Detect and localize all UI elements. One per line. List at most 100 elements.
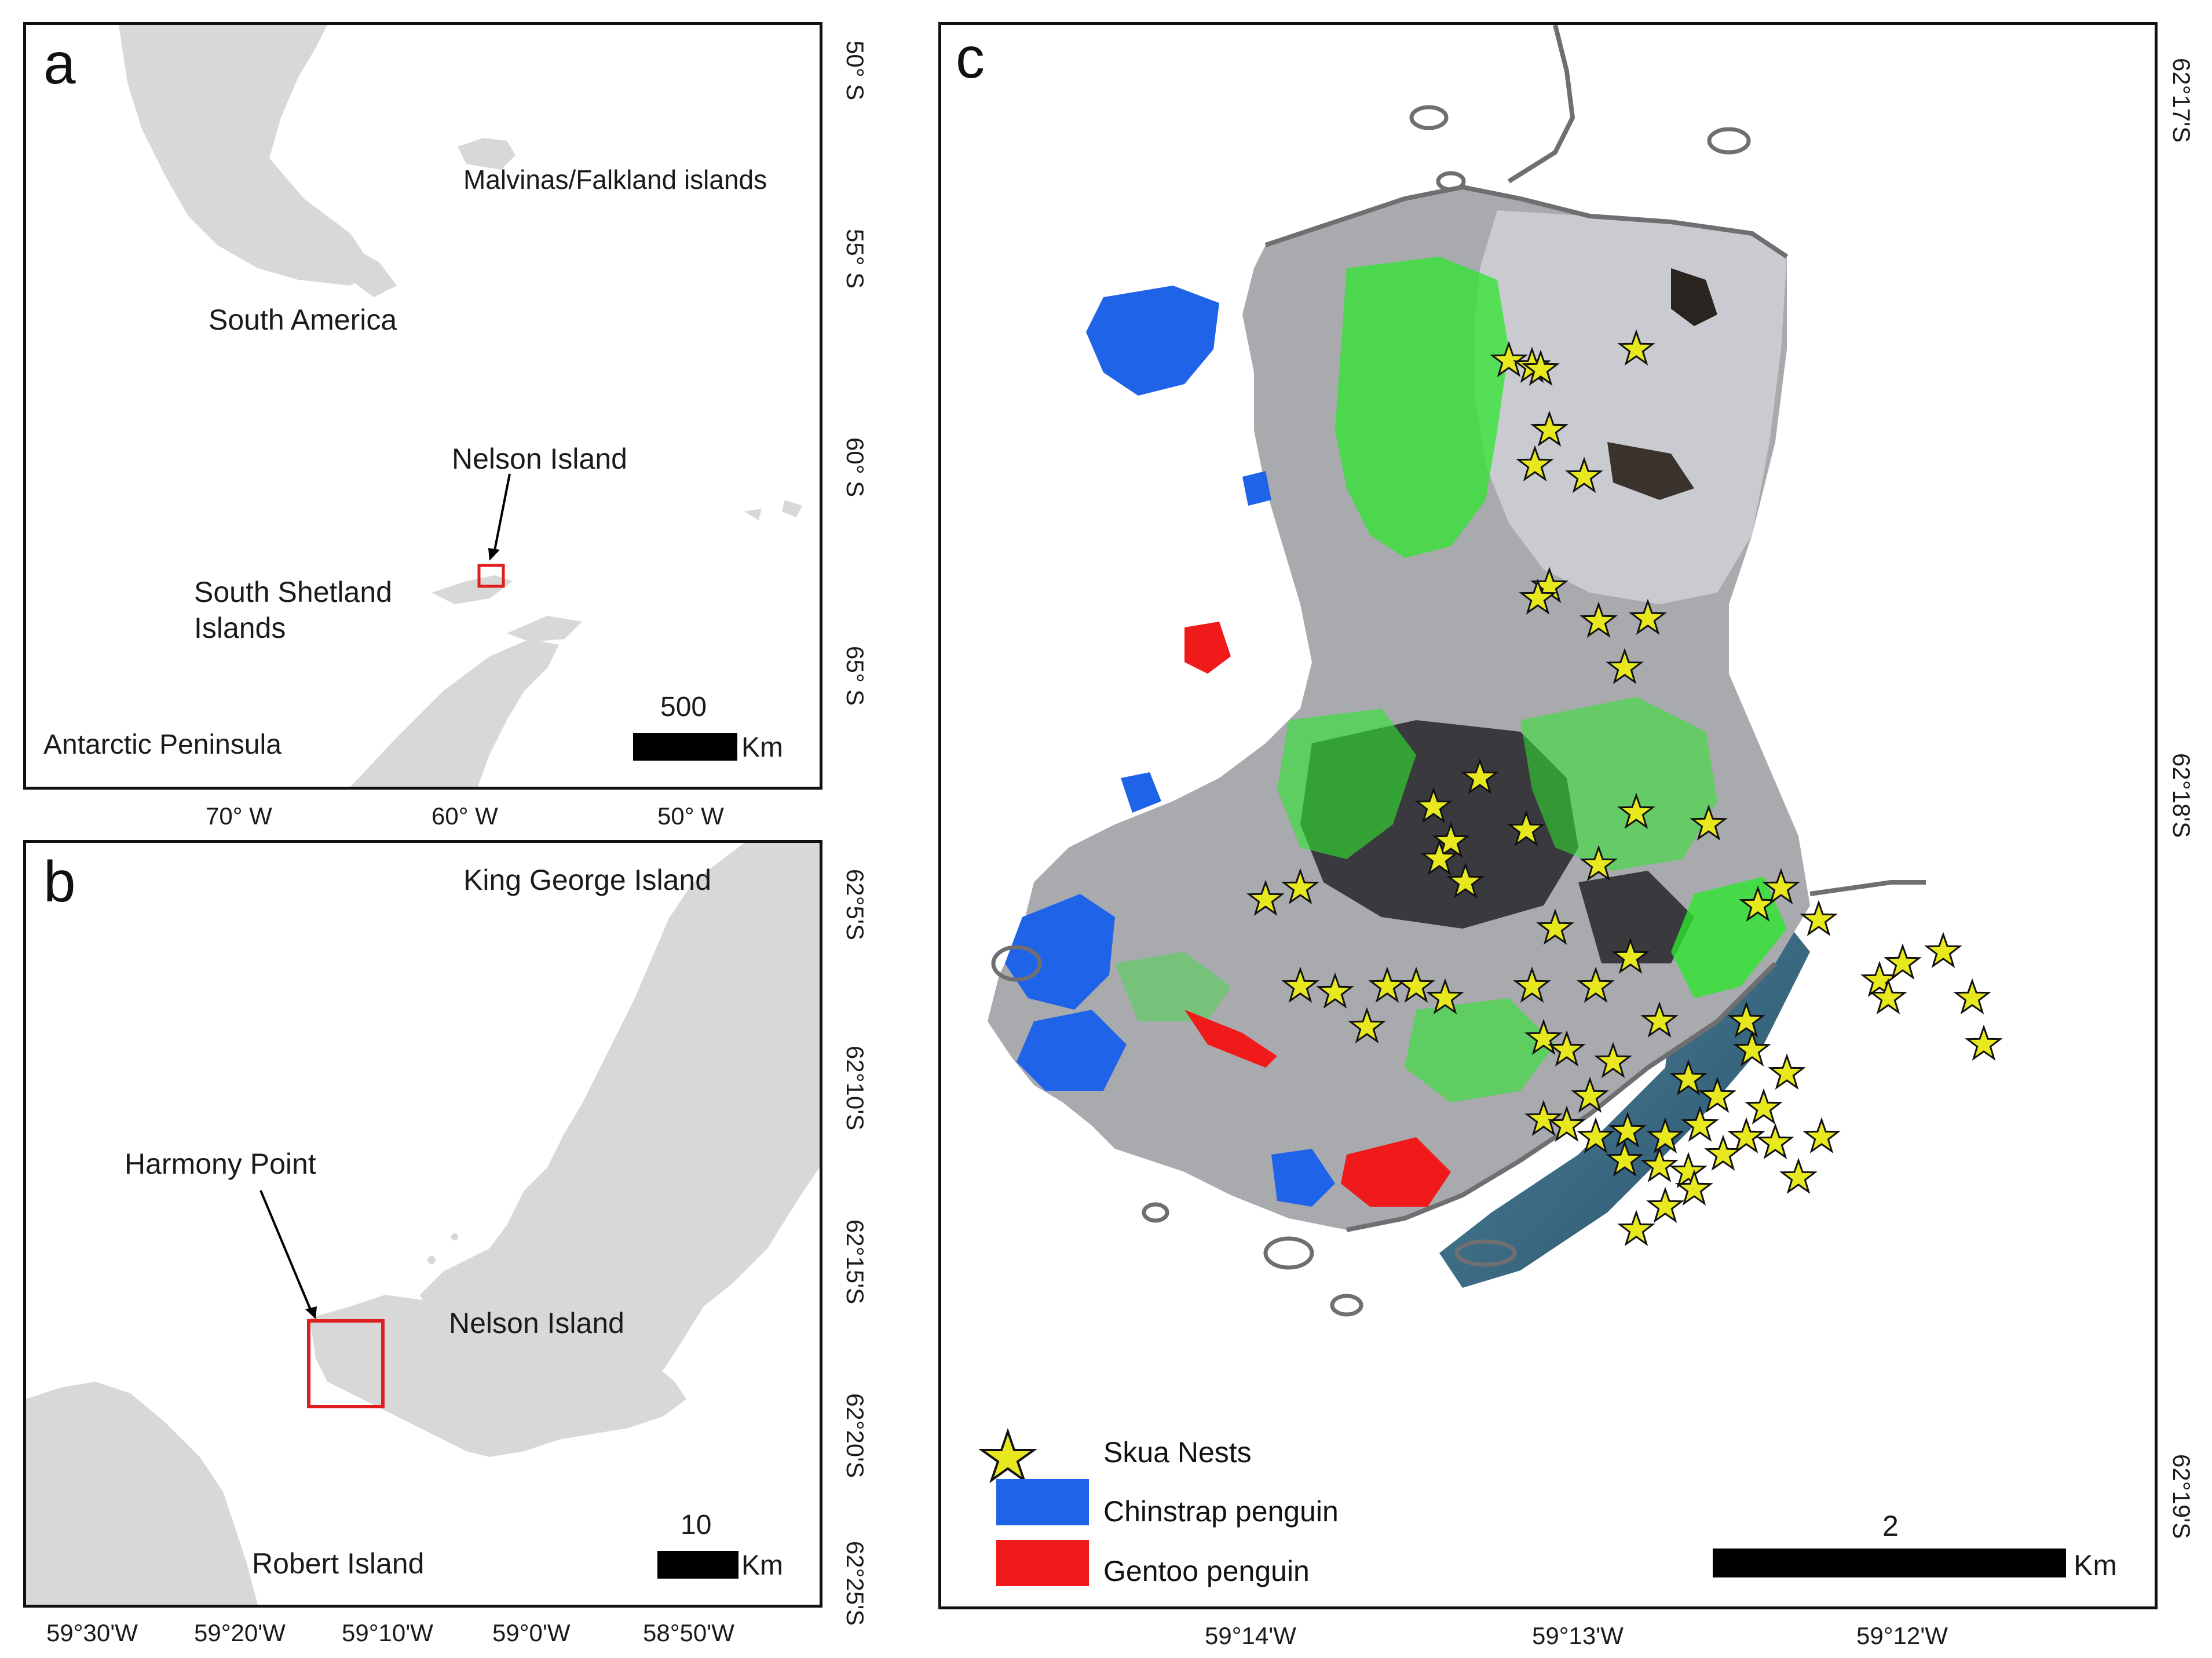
skua-nest-star — [1548, 1030, 1586, 1067]
skua-nest-star — [1246, 879, 1285, 916]
a-lat-tick-2: 55° S — [842, 229, 869, 289]
a-lon-tick-1: 70° W — [206, 802, 272, 830]
skua-nest-star — [1348, 1007, 1386, 1044]
skua-nest-star — [1727, 1001, 1765, 1038]
skua-nest-star — [1548, 1105, 1586, 1142]
scale-b-value: 10 — [681, 1510, 712, 1540]
b-lat-tick-2: 62°10'S — [842, 1046, 869, 1131]
skua-nest-star — [1530, 410, 1568, 447]
skua-nest-star — [1446, 862, 1485, 899]
legend-gentoo-label: Gentoo penguin — [1103, 1555, 1310, 1587]
scale-bar-c — [1713, 1549, 2066, 1577]
skua-nest-star — [1611, 937, 1650, 974]
skua-nest-star — [1675, 1169, 1713, 1206]
a-lat-tick-4: 65° S — [842, 646, 869, 706]
skua-nest-star — [1727, 1117, 1765, 1154]
skua-nest-layer — [1246, 329, 2003, 1247]
skua-nest-star — [1461, 758, 1499, 795]
panel-a-letter: a — [43, 31, 76, 96]
b-lon-tick-1: 59°30'W — [46, 1619, 138, 1646]
skua-nest-star — [1519, 578, 1557, 615]
a-lon-tick-2: 60° W — [432, 802, 498, 830]
skua-nest-star — [1884, 943, 1922, 980]
b-lat-tick-3: 62°15'S — [842, 1219, 869, 1305]
panel-c-orthomosaic — [988, 25, 1926, 1317]
c-lat-tick-1: 62°17'S — [2168, 58, 2195, 143]
skua-nest-star — [1522, 349, 1560, 386]
skua-nest-star — [1617, 1210, 1655, 1247]
skua-nest-star — [1779, 1157, 1818, 1195]
c-lon-tick-3: 59°12'W — [1856, 1622, 1948, 1649]
legend-skua-star-icon — [978, 1427, 1038, 1484]
panel-c-harmony-point-map: c Skua Nests Chinstrap penguin Gentoo pe… — [938, 22, 2158, 1609]
king-george-island-label: King George Island — [463, 864, 712, 896]
skua-nest-star — [1507, 810, 1545, 847]
skua-nest-star — [1768, 1053, 1806, 1090]
legend-chinstrap-label: Chinstrap penguin — [1103, 1495, 1339, 1528]
skua-nest-star — [1669, 1152, 1708, 1189]
b-lat-tick-1: 62°5'S — [842, 869, 869, 940]
skua-nest-star — [1800, 900, 1838, 937]
legend-skua-label: Skua Nests — [1103, 1436, 1252, 1469]
scale-a-value: 500 — [660, 692, 707, 722]
skua-nest-star — [1965, 1024, 2003, 1061]
scale-c-value: 2 — [1882, 1510, 1899, 1542]
skua-nest-star — [1536, 908, 1574, 945]
c-lat-tick-2: 62°18'S — [2168, 753, 2195, 838]
skua-nest-star — [1490, 341, 1528, 378]
skua-nest-star — [1580, 601, 1618, 638]
skua-nest-star — [1571, 1076, 1609, 1113]
skua-nest-star — [1860, 961, 1899, 998]
panel-b-regional-map: b King George Island Harmony Point Nelso… — [23, 840, 822, 1608]
skua-nest-star — [1606, 648, 1644, 685]
skua-nest-star — [1745, 1088, 1783, 1125]
panel-b-letter: b — [43, 849, 76, 914]
south-america-label: South America — [209, 304, 397, 336]
b-lat-tick-5: 62°25'S — [842, 1541, 869, 1626]
b-lon-tick-2: 59°20'W — [194, 1619, 286, 1646]
skua-nest-star — [1739, 885, 1777, 922]
skua-nest-star — [1577, 1117, 1615, 1154]
skua-nest-star — [1420, 839, 1458, 876]
harmony-point-location-box — [307, 1319, 385, 1408]
b-lon-tick-4: 59°0'W — [492, 1619, 571, 1646]
falklands-label: Malvinas/Falkland islands — [463, 165, 767, 195]
skua-nest-star — [1580, 845, 1618, 882]
skua-nest-star — [1606, 1140, 1644, 1177]
skua-nest-star — [1733, 1030, 1771, 1067]
a-lon-tick-3: 50° W — [657, 802, 724, 830]
nelson-island-b-label: Nelson Island — [449, 1307, 624, 1339]
skua-nest-star — [1802, 1117, 1841, 1154]
skua-nest-star — [1640, 1001, 1679, 1038]
antarctic-peninsula-label: Antarctic Peninsula — [43, 729, 281, 760]
skua-nest-star — [1646, 1117, 1684, 1154]
skua-nest-star — [1594, 1042, 1632, 1079]
a-lat-tick-3: 60° S — [842, 437, 869, 498]
south-shetland-label-1: South Shetland — [194, 576, 392, 608]
skua-nest-star — [1397, 966, 1435, 1003]
skua-nest-star — [1617, 329, 1655, 366]
skua-nest-star — [1640, 1146, 1679, 1183]
skua-nest-star — [1281, 966, 1319, 1003]
legend-gentoo-swatch — [996, 1540, 1089, 1586]
skua-nest-star — [1698, 1076, 1736, 1113]
skua-nest-star — [1516, 445, 1554, 482]
harmony-point-label: Harmony Point — [125, 1148, 316, 1180]
b-lon-tick-3: 59°10'W — [342, 1619, 433, 1646]
skua-nest-star — [1924, 932, 1962, 969]
skua-nest-star — [1669, 1059, 1708, 1096]
panel-a-overview-map: a Malvinas/Falkland islands South Americ… — [23, 22, 822, 790]
skua-nest-star — [1953, 978, 1991, 1015]
scale-bar-b — [657, 1551, 738, 1579]
south-shetland-label-2: Islands — [194, 612, 286, 644]
b-lon-tick-5: 58°50'W — [643, 1619, 734, 1646]
panel-a-land — [119, 25, 802, 787]
skua-nest-star — [1426, 978, 1464, 1015]
a-lat-tick-1: 50° S — [842, 41, 869, 101]
skua-nest-star — [1681, 1105, 1719, 1142]
scale-b-unit: Km — [741, 1550, 783, 1581]
c-lon-tick-2: 59°13'W — [1532, 1622, 1624, 1649]
c-lat-tick-3: 62°19'S — [2168, 1454, 2195, 1539]
robert-island-label: Robert Island — [252, 1547, 425, 1580]
skua-nest-star — [1414, 787, 1453, 824]
